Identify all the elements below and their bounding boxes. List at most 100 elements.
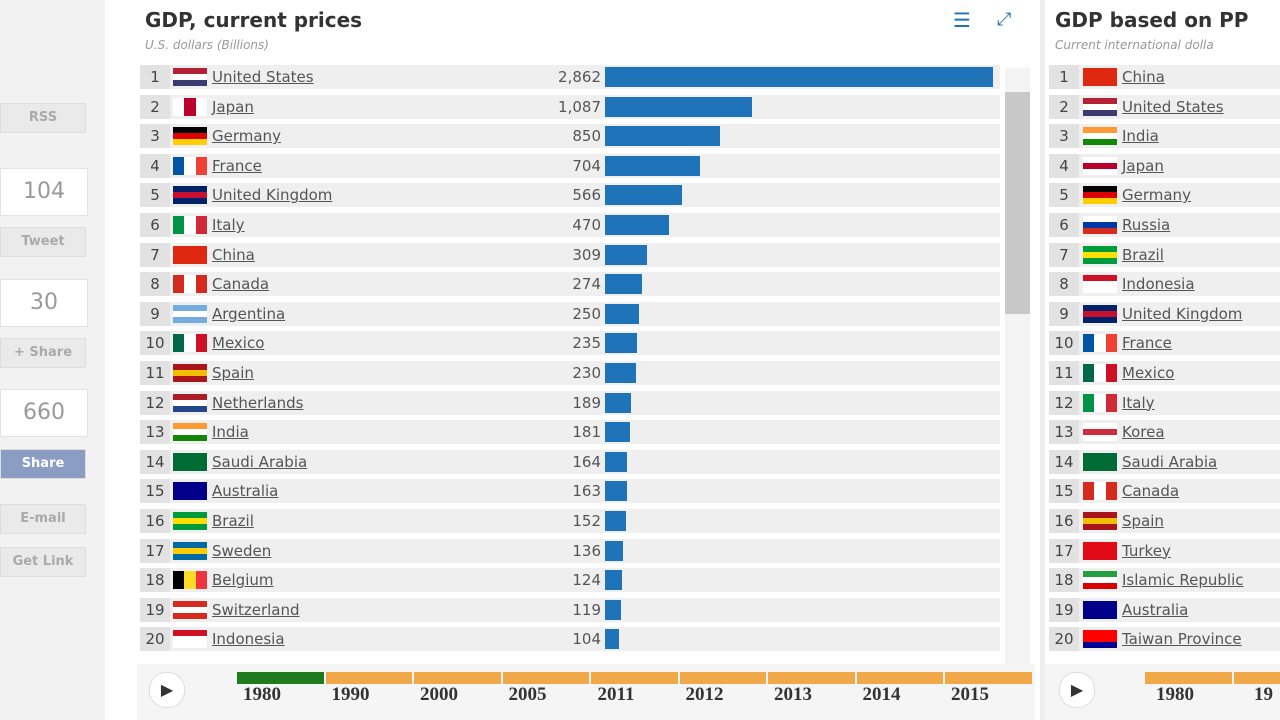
- rank: 10: [1049, 331, 1079, 356]
- rank: 6: [1049, 213, 1079, 237]
- timeline-year[interactable]: 2005: [508, 684, 547, 705]
- panel-subtitle: U.S. dollars (Billions): [145, 38, 269, 52]
- table-row: 3 Germany 850: [140, 124, 1000, 149]
- country-link[interactable]: Mexico: [1122, 364, 1175, 382]
- country-link[interactable]: Islamic Republic: [1122, 571, 1244, 590]
- panel-title: GDP, current prices: [145, 8, 363, 32]
- country-link[interactable]: Taiwan Province: [1122, 630, 1242, 649]
- country-link[interactable]: Saudi Arabia: [1122, 452, 1218, 471]
- country-link[interactable]: China: [1122, 68, 1165, 86]
- country-link[interactable]: Brazil: [1122, 245, 1164, 264]
- value-label: 2,862: [558, 68, 601, 86]
- country-link[interactable]: United Kingdom: [212, 186, 333, 205]
- country-link[interactable]: India: [1122, 127, 1159, 146]
- rank: 9: [1049, 301, 1079, 326]
- table-row: 15 Canada: [1049, 479, 1280, 504]
- country-link[interactable]: Canada: [1122, 482, 1180, 501]
- country-link[interactable]: Japan: [1122, 156, 1164, 175]
- bar: [605, 333, 637, 354]
- country-link[interactable]: India: [212, 423, 249, 442]
- country-link[interactable]: Argentina: [212, 304, 286, 323]
- country-link[interactable]: Russia: [1122, 216, 1171, 234]
- timeline-year[interactable]: 2013: [774, 684, 812, 705]
- table-row: 14 Saudi Arabia 164: [140, 449, 1000, 474]
- timeline-segment[interactable]: [502, 672, 589, 684]
- share-button[interactable]: E-mail: [0, 504, 86, 534]
- country-link[interactable]: Canada: [212, 275, 270, 294]
- country-link[interactable]: United Kingdom: [1122, 304, 1243, 323]
- timeline-year[interactable]: 2015: [951, 684, 989, 705]
- timeline-segment[interactable]: [679, 672, 766, 684]
- timeline-segment[interactable]: [945, 672, 1032, 684]
- share-button[interactable]: Share: [0, 449, 86, 479]
- country-link[interactable]: France: [212, 156, 262, 175]
- fullscreen-button[interactable]: ⤢: [997, 9, 1012, 30]
- country-link[interactable]: France: [1122, 334, 1172, 353]
- table-row: 13 Korea: [1049, 420, 1280, 445]
- country-link[interactable]: Turkey: [1122, 541, 1171, 560]
- timeline-year[interactable]: 1980: [1156, 684, 1194, 705]
- rank: 2: [140, 94, 170, 119]
- country-link[interactable]: Germany: [1122, 186, 1191, 205]
- timeline-year[interactable]: 19: [1254, 684, 1273, 705]
- share-button[interactable]: Tweet: [0, 227, 86, 257]
- rank: 19: [140, 597, 170, 622]
- timeline-segment[interactable]: [1233, 672, 1280, 684]
- timeline-year[interactable]: 2012: [685, 684, 724, 705]
- share-button[interactable]: + Share: [0, 338, 86, 368]
- timeline-segment[interactable]: [768, 672, 855, 684]
- rank: 12: [1049, 390, 1079, 415]
- country-link[interactable]: Italy: [1122, 393, 1155, 412]
- value-label: 124: [572, 571, 601, 590]
- country-link[interactable]: Saudi Arabia: [212, 452, 308, 471]
- country-link[interactable]: United States: [1122, 97, 1224, 116]
- play-button[interactable]: ▶: [1059, 672, 1095, 708]
- country-link[interactable]: China: [212, 245, 255, 264]
- menu-button[interactable]: ☰: [953, 8, 971, 32]
- scrollbar[interactable]: [1005, 68, 1030, 664]
- country-link[interactable]: Australia: [1122, 600, 1189, 619]
- rank: 13: [140, 420, 170, 445]
- timeline-year[interactable]: 2014: [862, 684, 901, 705]
- timeline-segment[interactable]: [856, 672, 943, 684]
- scrollbar-thumb[interactable]: [1005, 92, 1030, 314]
- timeline-segment[interactable]: [1145, 672, 1232, 684]
- country-link[interactable]: Italy: [212, 216, 245, 234]
- timeline-year[interactable]: 1980: [243, 684, 281, 705]
- country-link[interactable]: Netherlands: [212, 393, 304, 412]
- rank: 7: [140, 242, 170, 267]
- timeline-segment[interactable]: [237, 672, 324, 684]
- timeline-year[interactable]: 1990: [331, 684, 370, 705]
- country-link[interactable]: Spain: [1122, 512, 1164, 530]
- country-link[interactable]: Brazil: [212, 512, 254, 530]
- country-link[interactable]: Indonesia: [1122, 275, 1195, 294]
- table-row: 8 Indonesia: [1049, 272, 1280, 297]
- timeline-segment[interactable]: [591, 672, 678, 684]
- country-link[interactable]: Australia: [212, 482, 279, 501]
- share-button[interactable]: Get Link: [0, 547, 86, 577]
- rank: 8: [1049, 272, 1079, 297]
- value-label: 189: [572, 393, 601, 412]
- timeline-year[interactable]: 2011: [597, 684, 635, 705]
- timeline-segment[interactable]: [414, 672, 501, 684]
- country-link[interactable]: Mexico: [212, 334, 265, 353]
- country-link[interactable]: Sweden: [212, 541, 272, 560]
- country-link[interactable]: Germany: [212, 127, 281, 146]
- country-link[interactable]: Switzerland: [212, 600, 300, 619]
- timeline-segment[interactable]: [325, 672, 412, 684]
- country-link[interactable]: Japan: [212, 97, 254, 116]
- flag: [173, 630, 207, 649]
- timeline-year[interactable]: 2000: [420, 684, 458, 705]
- value-label: 235: [572, 334, 601, 353]
- table-row: 6 Russia: [1049, 213, 1280, 237]
- country-link[interactable]: Korea: [1122, 423, 1165, 442]
- panel-title: GDP based on PP: [1055, 8, 1249, 32]
- country-link[interactable]: Indonesia: [212, 630, 285, 649]
- share-button[interactable]: RSS: [0, 103, 86, 133]
- table-row: 18 Belgium 124: [140, 568, 1000, 593]
- bar: [605, 244, 647, 265]
- country-link[interactable]: Spain: [212, 364, 254, 382]
- country-link[interactable]: United States: [212, 68, 314, 86]
- play-button[interactable]: ▶: [149, 672, 185, 708]
- country-link[interactable]: Belgium: [212, 571, 274, 590]
